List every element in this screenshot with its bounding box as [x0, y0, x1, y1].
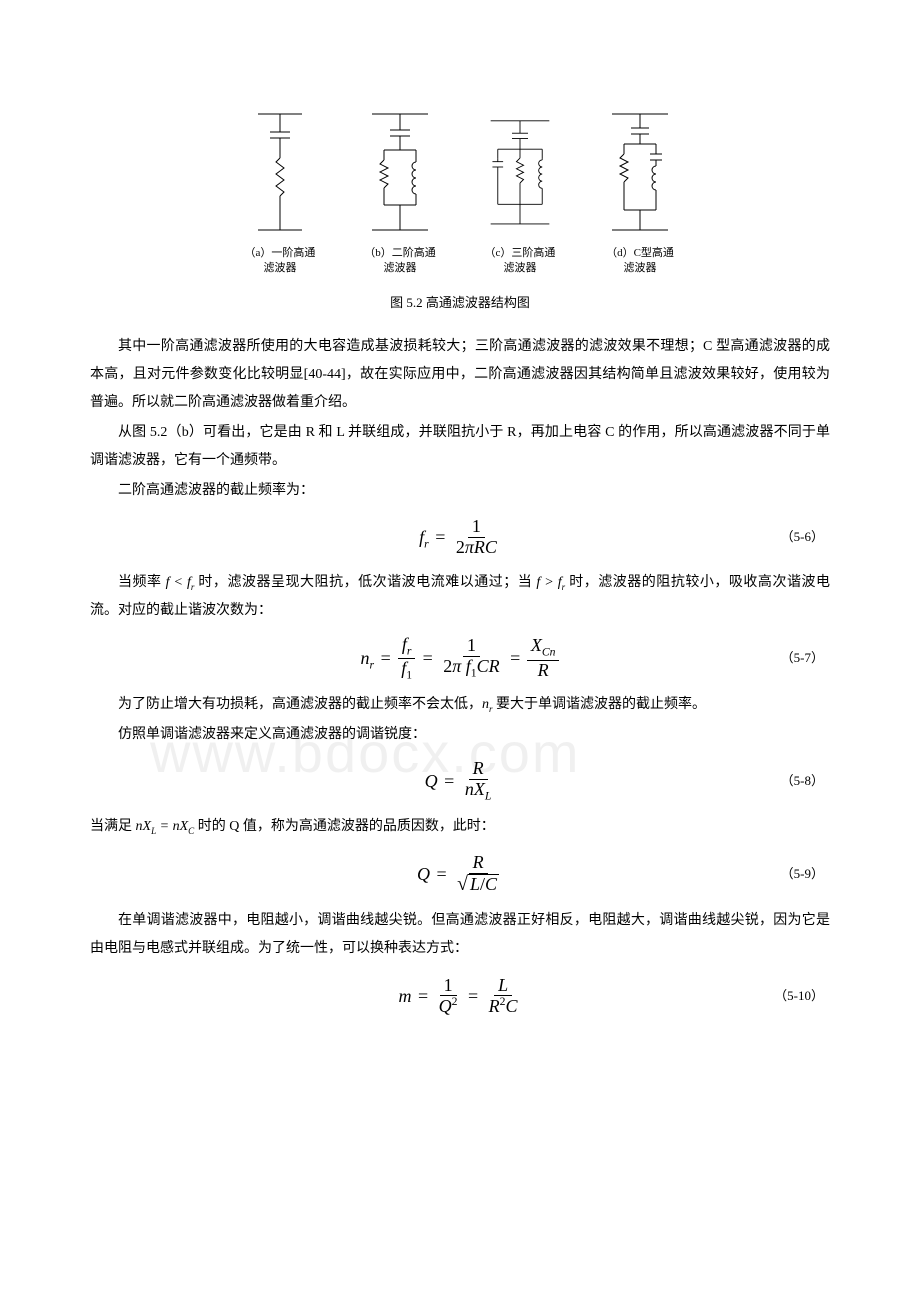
equation-5-8-row: Q = R nXL （5-8） [90, 759, 830, 803]
paragraph-4: 当频率 f < fr 时，滤波器呈现大阻抗，低次谐波电流难以通过；当 f > f… [90, 569, 830, 625]
equation-5-7-row: nr = fr f1 = 1 2π f1CR = XCn R （5-7） [90, 635, 830, 681]
circuit-a-icon [250, 110, 310, 240]
diagram-b-svg [360, 100, 440, 240]
equation-5-7: nr = fr f1 = 1 2π f1CR = XCn R [90, 635, 830, 683]
circuit-d-icon [600, 110, 680, 240]
equation-5-8: Q = R nXL [90, 759, 830, 803]
equation-5-9-row: Q = R √ L/C （5-9） [90, 851, 830, 897]
diagram-b: （b）二阶高通 滤波器 [360, 100, 440, 277]
diagram-a: （a）一阶高通 滤波器 [240, 100, 320, 277]
diagram-c-line2: 滤波器 [503, 262, 536, 274]
circuit-b-icon [360, 110, 440, 240]
equation-5-10: m = 1 Q2 = L R2C [90, 976, 830, 1018]
circuit-c-icon [480, 110, 560, 240]
inline-f-lt-fr: f < fr [166, 575, 195, 590]
equation-5-9: Q = R √ L/C [90, 853, 830, 896]
diagram-d-line1: （d）C型高通 [606, 247, 674, 259]
diagram-b-line1: （b）二阶高通 [364, 247, 436, 259]
p7a: 当满足 [90, 819, 136, 834]
paragraph-8: 在单调谐滤波器中，电阻越小，调谐曲线越尖锐。但高通滤波器正好相反，电阻越大，调谐… [90, 907, 830, 963]
diagram-b-line2: 滤波器 [384, 262, 417, 274]
diagram-c-label: （c）三阶高通 滤波器 [485, 246, 556, 277]
inline-nxl-eq-nxc: nXL = nXC [136, 819, 195, 834]
paragraph-3: 二阶高通滤波器的截止频率为： [90, 477, 830, 505]
equation-5-10-row: m = 1 Q2 = L R2C （5-10） [90, 973, 830, 1019]
diagram-b-label: （b）二阶高通 滤波器 [364, 246, 436, 277]
figure-diagrams-row: （a）一阶高通 滤波器 [90, 100, 830, 277]
diagram-d-svg [600, 100, 680, 240]
figure-caption: 图 5.2 高通滤波器结构图 [90, 291, 830, 316]
equation-5-6: fr = 1 2πRC [90, 517, 830, 558]
diagram-a-line1: （a）一阶高通 [245, 247, 316, 259]
page-content: www.bdocx.com [90, 100, 830, 1019]
diagram-d: （d）C型高通 滤波器 [600, 100, 680, 277]
diagram-d-line2: 滤波器 [624, 262, 657, 274]
p5b: 要大于单调谐滤波器的截止频率。 [493, 697, 707, 712]
equation-5-6-row: fr = 1 2πRC （5-6） [90, 515, 830, 559]
paragraph-6: 仿照单调谐滤波器来定义高通滤波器的调谐锐度： [90, 721, 830, 749]
inline-nr: nr [482, 697, 493, 712]
diagram-a-svg [240, 100, 320, 240]
p4a: 当频率 [118, 575, 166, 590]
paragraph-1: 其中一阶高通滤波器所使用的大电容造成基波损耗较大；三阶高通滤波器的滤波效果不理想… [90, 333, 830, 417]
paragraph-7: 当满足 nXL = nXC 时的 Q 值，称为高通滤波器的品质因数，此时： [90, 813, 830, 841]
paragraph-5: 为了防止增大有功损耗，高通滤波器的截止频率不会太低，nr 要大于单调谐滤波器的截… [90, 691, 830, 719]
p4b: 时，滤波器呈现大阻抗，低次谐波电流难以通过；当 [194, 575, 536, 590]
p7b: 时的 Q 值，称为高通滤波器的品质因数，此时： [194, 819, 495, 834]
diagram-c-svg [480, 100, 560, 240]
p5a: 为了防止增大有功损耗，高通滤波器的截止频率不会太低， [118, 697, 482, 712]
paragraph-2: 从图 5.2（b）可看出，它是由 R 和 L 并联组成，并联阻抗小于 R，再加上… [90, 419, 830, 475]
diagram-c-line1: （c）三阶高通 [485, 247, 556, 259]
diagram-c: （c）三阶高通 滤波器 [480, 100, 560, 277]
diagram-d-label: （d）C型高通 滤波器 [606, 246, 674, 277]
inline-f-gt-fr: f > fr [536, 575, 565, 590]
diagram-a-label: （a）一阶高通 滤波器 [245, 246, 316, 277]
diagram-a-line2: 滤波器 [263, 262, 296, 274]
